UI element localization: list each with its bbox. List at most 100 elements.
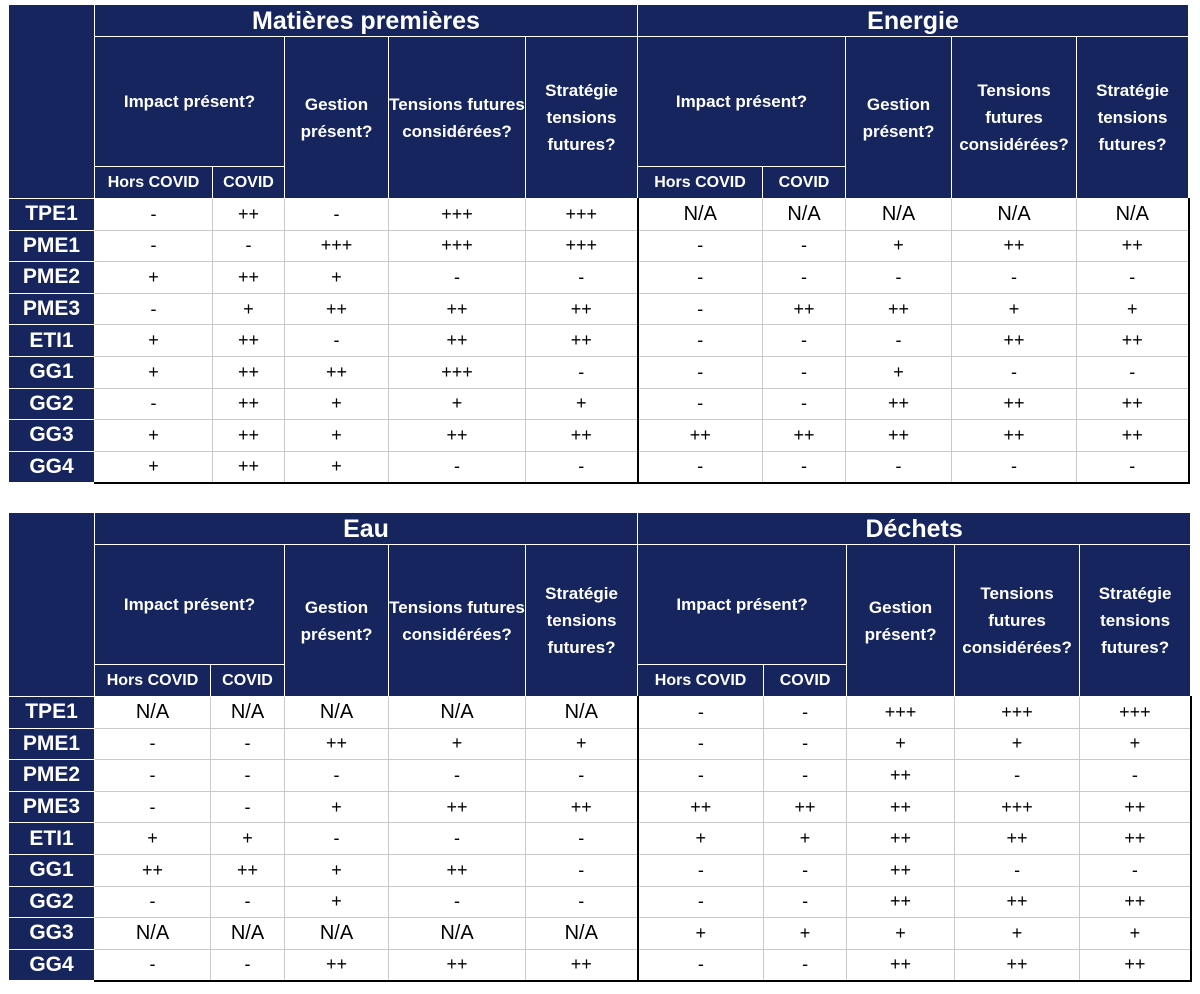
table-cell: +++ xyxy=(954,790,1081,824)
table-cell: N/A xyxy=(210,917,285,950)
row-label: PME1 xyxy=(8,727,95,761)
table-cell: ++ xyxy=(845,419,952,452)
table-cell: - xyxy=(388,822,526,855)
table-cell: ++ xyxy=(846,885,956,919)
table-cell: - xyxy=(94,727,211,761)
table-cell: ++ xyxy=(1079,885,1192,919)
table-cell: N/A xyxy=(284,696,389,729)
group-header: Matières premières xyxy=(94,4,638,37)
row-label: ETI1 xyxy=(8,822,95,855)
table-cell: - xyxy=(524,822,639,855)
row-label: PME3 xyxy=(8,790,95,824)
table-cell: - xyxy=(951,261,1077,294)
table-cell: - xyxy=(762,324,846,357)
table-cell: - xyxy=(525,450,638,484)
table-cell: ++ xyxy=(1075,229,1190,263)
table-cell: - xyxy=(210,948,285,982)
table-cell: +++ xyxy=(388,355,526,389)
table-cell: - xyxy=(94,292,213,326)
table-cell: - xyxy=(636,450,763,484)
table-cell: ++ xyxy=(951,324,1077,357)
table-cell: +++ xyxy=(525,198,638,231)
table-row: TPE1 N/A N/A N/A N/A N/A - - +++ +++ +++ xyxy=(8,696,1192,729)
row-label: PME2 xyxy=(8,261,95,294)
table-cell: ++ xyxy=(846,790,956,824)
table-cell: - xyxy=(763,727,848,761)
table-body: TPE1- ++ - +++ +++ N/A N/A N/A N/A N/A PME1- - +++ ++… xyxy=(8,198,1190,484)
table-cell: N/A xyxy=(524,917,639,950)
table-cell: + xyxy=(94,261,213,294)
table-cell: - xyxy=(636,853,765,887)
impact-header: Impact présent? xyxy=(637,544,848,665)
table-row: TPE1- ++ - +++ +++ N/A N/A N/A N/A N/A xyxy=(8,198,1190,231)
table-cell: + xyxy=(763,917,848,950)
table-cell: + xyxy=(94,324,213,357)
table-cell: - xyxy=(636,885,765,919)
table-cell: ++ xyxy=(1079,822,1192,855)
row-label: GG3 xyxy=(8,917,95,950)
table-row: GG1 + ++ ++ +++ - - - + - - xyxy=(8,355,1190,389)
row-label: ETI1 xyxy=(8,324,95,357)
row-label: GG4 xyxy=(8,450,95,484)
table-cell: ++ xyxy=(1075,419,1190,452)
table-cell: - xyxy=(94,198,213,231)
table-cell: ++ xyxy=(846,948,956,982)
table-cell: + xyxy=(636,822,765,855)
strategie-header: Stratégie tensions futures? xyxy=(1079,544,1192,697)
group-header: Déchets xyxy=(637,512,1192,545)
table-cell: + xyxy=(1079,917,1192,950)
table-cell: +++ xyxy=(284,229,389,263)
table-cell: - xyxy=(1079,853,1192,887)
strategie-header: Stratégie tensions futures? xyxy=(525,36,638,199)
row-label: GG2 xyxy=(8,387,95,421)
table-cell: - xyxy=(636,324,763,357)
covid-header: COVID xyxy=(212,166,285,199)
table-cell: N/A xyxy=(94,696,211,729)
table-cell: - xyxy=(284,198,389,231)
table-cell: N/A xyxy=(951,198,1077,231)
table-row: PME2 + ++ + - - - - - - - xyxy=(8,261,1190,294)
table-row: PME2- - - - - - - ++ - - xyxy=(8,759,1192,792)
table-cell: - xyxy=(388,450,526,484)
table-cell: + xyxy=(94,450,213,484)
table-cell: ++ xyxy=(94,853,211,887)
table-cell: N/A xyxy=(388,917,526,950)
row-label: TPE1 xyxy=(8,198,95,231)
table-cell: - xyxy=(525,355,638,389)
table-cell: ++ xyxy=(1079,790,1192,824)
table-cell: ++ xyxy=(524,790,639,824)
table-cell: ++ xyxy=(954,822,1081,855)
table-cell: +++ xyxy=(525,229,638,263)
table-cell: + xyxy=(94,419,213,452)
table-cell: N/A xyxy=(524,696,639,729)
row-label: GG4 xyxy=(8,948,95,982)
table-cell: - xyxy=(212,229,285,263)
table-cell: ++ xyxy=(525,324,638,357)
table-cell: ++ xyxy=(284,292,389,326)
impact-header: Impact présent? xyxy=(637,36,846,167)
row-label: GG1 xyxy=(8,853,95,887)
row-label: PME2 xyxy=(8,759,95,792)
table-cell: + xyxy=(210,822,285,855)
group-header: Energie xyxy=(636,4,1190,37)
table-eau-dechets: Eau Déchets Impact présent? Gestion prés… xyxy=(8,512,1192,982)
table-cell: - xyxy=(388,261,526,294)
table-row: GG2- ++ + + + - - ++ ++ ++ xyxy=(8,387,1190,421)
hors-covid-header: Hors COVID xyxy=(94,166,213,199)
table-cell: ++ xyxy=(1075,324,1190,357)
table-cell: + xyxy=(1079,727,1192,761)
gestion-header: Gestion présent? xyxy=(284,36,389,199)
strategie-header: Stratégie tensions futures? xyxy=(524,544,639,697)
table-cell: - xyxy=(636,696,765,729)
table-cell: ++ xyxy=(1075,387,1190,421)
table-cell: ++ xyxy=(954,948,1081,982)
table-cell: ++ xyxy=(212,387,285,421)
table-cell: - xyxy=(284,822,389,855)
strategie-header: Stratégie tensions futures? xyxy=(1075,36,1190,199)
covid-header: COVID xyxy=(210,664,285,697)
table-cell: - xyxy=(388,759,526,792)
table-cell: ++ xyxy=(284,727,389,761)
impact-header: Impact présent? xyxy=(94,544,285,665)
gestion-header: Gestion présent? xyxy=(284,544,389,697)
table-cell: + xyxy=(94,355,213,389)
